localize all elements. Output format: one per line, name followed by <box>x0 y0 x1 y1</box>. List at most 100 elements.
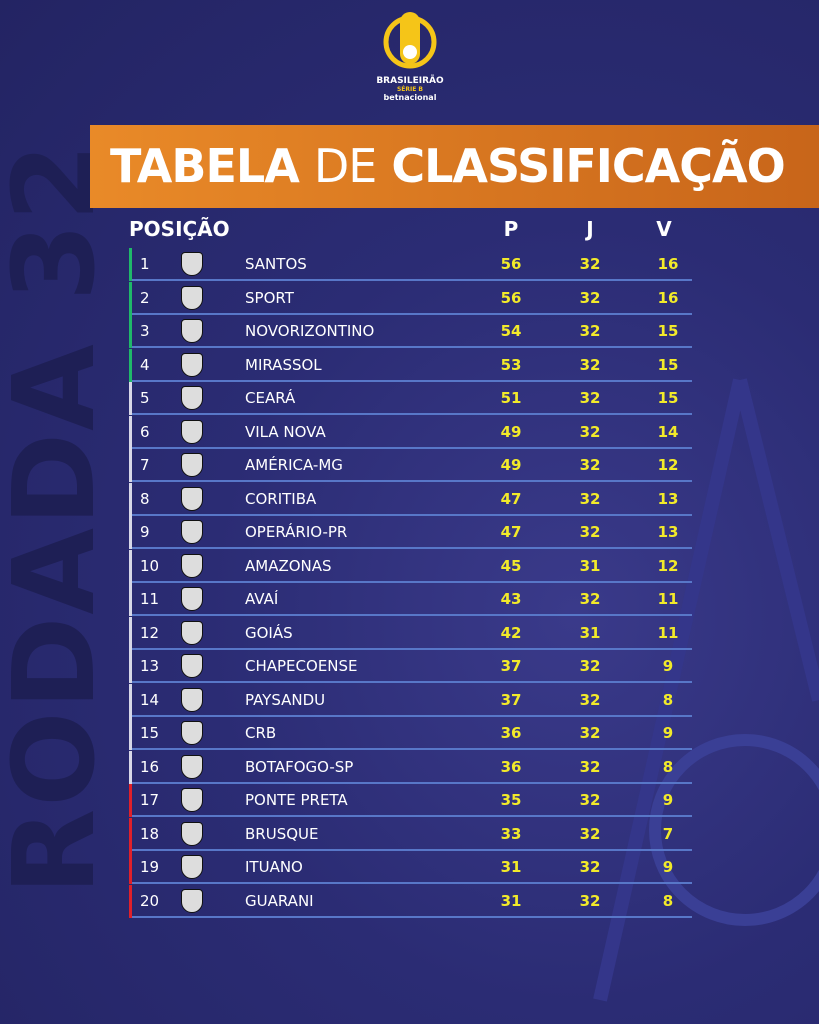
games: 32 <box>579 690 601 709</box>
zone-bar <box>129 348 132 382</box>
team-crest <box>181 754 203 779</box>
header-games: J <box>586 217 594 241</box>
points: 31 <box>500 891 522 910</box>
position: 9 <box>140 523 150 541</box>
team-crest <box>181 252 203 276</box>
table-row: 12 GOIÁS 42 31 11 <box>129 616 692 650</box>
position: 12 <box>140 623 160 642</box>
team-name: AMÉRICA-MG <box>245 456 343 474</box>
games: 32 <box>579 757 601 776</box>
points: 37 <box>500 657 522 675</box>
games: 32 <box>579 791 601 809</box>
zone-bar <box>129 650 132 683</box>
zone-bar <box>129 817 132 851</box>
table-row: 4 MIRASSOL 53 32 15 <box>129 348 692 382</box>
team-name: GOIÁS <box>245 623 293 642</box>
logo-name: BRASILEIRÃO <box>376 76 444 86</box>
position: 1 <box>140 255 150 273</box>
team-crest <box>181 587 203 611</box>
wins: 8 <box>662 757 674 776</box>
table-row: 8 CORITIBA 47 32 13 <box>129 482 692 516</box>
games: 32 <box>579 657 601 675</box>
position: 19 <box>140 858 160 876</box>
position: 15 <box>140 724 160 742</box>
zone-bar <box>129 851 132 884</box>
points: 47 <box>500 523 522 541</box>
points: 42 <box>500 623 522 642</box>
position: 7 <box>140 456 150 474</box>
team-name: GUARANI <box>245 891 314 910</box>
wins: 12 <box>657 556 679 575</box>
wins: 15 <box>657 322 679 340</box>
wins: 12 <box>657 456 679 474</box>
team-name: BOTAFOGO-SP <box>245 757 354 776</box>
wins: 11 <box>657 590 679 608</box>
header-points: P <box>503 217 519 241</box>
team-name: AVAÍ <box>245 590 279 608</box>
team-crest <box>181 520 203 544</box>
position: 2 <box>140 288 150 307</box>
wins: 13 <box>657 489 679 508</box>
games: 32 <box>579 523 601 541</box>
zone-bar <box>129 482 132 516</box>
position: 13 <box>140 657 160 675</box>
team-crest <box>181 453 203 477</box>
team-crest <box>181 352 203 377</box>
points: 43 <box>500 590 522 608</box>
position: 10 <box>140 556 160 575</box>
points: 54 <box>500 322 522 340</box>
team-crest <box>181 486 203 511</box>
points: 49 <box>500 422 522 441</box>
logo-ball <box>403 45 417 59</box>
wins: 11 <box>657 623 679 642</box>
games: 32 <box>579 489 601 508</box>
zone-bar <box>129 516 132 549</box>
team-name: ITUANO <box>245 858 303 876</box>
position: 14 <box>140 690 160 709</box>
zone-bar <box>129 449 132 482</box>
title: TABELA DE CLASSIFICAÇÃO <box>110 139 786 193</box>
team-crest <box>181 855 203 879</box>
points: 31 <box>500 858 522 876</box>
team-name: MIRASSOL <box>245 355 322 374</box>
team-crest <box>181 386 203 410</box>
zone-bar <box>129 549 132 583</box>
games: 32 <box>579 724 601 742</box>
games: 32 <box>579 288 601 307</box>
table-row: 7 AMÉRICA-MG 49 32 12 <box>129 449 692 482</box>
logo: BRASILEIRÃO SÉRIE B betnacional <box>370 10 450 102</box>
zone-bar <box>129 717 132 750</box>
points: 35 <box>500 791 522 809</box>
games: 32 <box>579 389 601 407</box>
points: 47 <box>500 489 522 508</box>
table-row: 16 BOTAFOGO-SP 36 32 8 <box>129 750 692 784</box>
team-crest <box>181 687 203 712</box>
zone-bar <box>129 248 132 281</box>
table-row: 17 PONTE PRETA 35 32 9 <box>129 784 692 817</box>
position: 3 <box>140 322 150 340</box>
title-word: TABELA <box>110 139 300 193</box>
zone-bar <box>129 315 132 348</box>
table-row: 2 SPORT 56 32 16 <box>129 281 692 315</box>
position: 5 <box>140 389 150 407</box>
position: 8 <box>140 489 150 508</box>
table-row: 20 GUARANI 31 32 8 <box>129 884 692 918</box>
wins: 9 <box>662 791 674 809</box>
team-name: AMAZONAS <box>245 556 332 575</box>
team-crest <box>181 553 203 578</box>
table-row: 18 BRUSQUE 33 32 7 <box>129 817 692 851</box>
header-wins: V <box>656 217 672 241</box>
team-name: CEARÁ <box>245 389 296 407</box>
header-position: POSIÇÃO <box>129 217 230 241</box>
points: 36 <box>500 724 522 742</box>
points: 51 <box>500 389 522 407</box>
team-name: CORITIBA <box>245 489 317 508</box>
wins: 9 <box>662 858 674 876</box>
table-row: 19 ITUANO 31 32 9 <box>129 851 692 884</box>
points: 36 <box>500 757 522 776</box>
games: 32 <box>579 590 601 608</box>
games: 32 <box>579 422 601 441</box>
team-name: OPERÁRIO-PR <box>245 523 348 541</box>
zone-bar <box>129 884 132 918</box>
